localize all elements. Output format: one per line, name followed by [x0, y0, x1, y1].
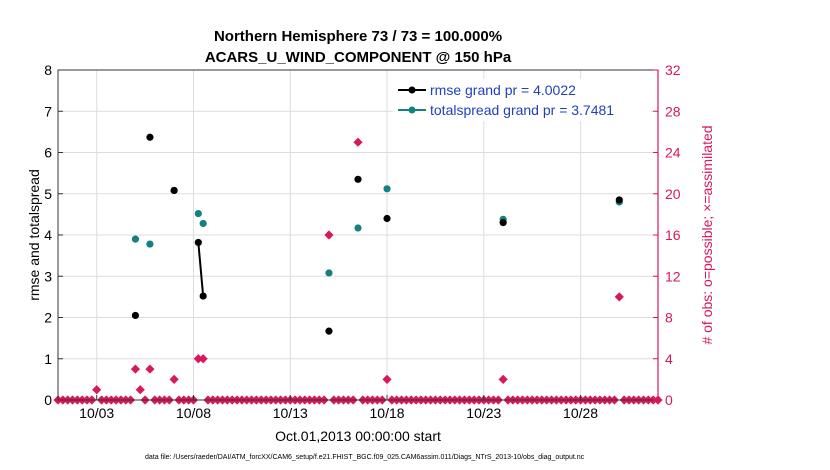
- y-left-tick-label: 3: [44, 268, 52, 284]
- y-left-tick-label: 4: [44, 227, 52, 243]
- rmse-point: [170, 186, 178, 195]
- obs-count-marker: [353, 137, 363, 147]
- totalspread-point: [131, 235, 140, 243]
- legend-spread-marker: [408, 106, 416, 114]
- obs-count-marker: [92, 385, 102, 395]
- legend: rmse grand pr = 4.0022 totalspread grand…: [393, 79, 651, 121]
- y-left-tick-label: 1: [44, 351, 52, 367]
- obs-count-marker: [169, 374, 179, 384]
- y-right-tick-label: 24: [665, 145, 681, 161]
- legend-rmse-label: rmse grand pr = 4.0022: [430, 82, 576, 98]
- y-right-tick-label: 12: [665, 268, 681, 284]
- y-right-tick-label: 4: [665, 351, 673, 367]
- data-file-footnote: data file: /Users/raeder/DAI/ATM_forcXX/…: [145, 454, 585, 461]
- y-right-tick-label: 32: [665, 62, 681, 78]
- x-tick-label: 10/23: [466, 405, 501, 421]
- y-left-tick-label: 5: [44, 186, 52, 202]
- rmse-point: [354, 175, 362, 183]
- totalspread-point: [383, 185, 391, 193]
- y-left-tick-label: 2: [44, 310, 52, 326]
- obs-count-marker: [614, 292, 624, 302]
- x-tick-label: 10/18: [370, 405, 405, 421]
- legend-rmse-marker: [408, 86, 416, 94]
- y-right-tick-label: 28: [665, 103, 681, 119]
- gridlines: [58, 70, 658, 400]
- legend-spread-label: totalspread grand pr = 3.7481: [430, 102, 614, 118]
- y-right-tick-label: 0: [665, 392, 673, 408]
- rmse-line-segment: [197, 242, 205, 297]
- chart-title-line-2: ACARS_U_WIND_COMPONENT @ 150 hPa: [205, 49, 512, 66]
- obs-count-marker: [135, 385, 145, 395]
- rmse-point: [325, 327, 333, 335]
- totalspread-point: [146, 240, 154, 248]
- obs-count-marker: [382, 374, 392, 384]
- x-tick-label: 10/28: [563, 405, 598, 421]
- rmse-point: [131, 311, 140, 320]
- x-tick-label: 10/03: [79, 405, 114, 421]
- rmse-point: [194, 238, 202, 247]
- rmse-point: [383, 214, 391, 223]
- y-left-tick-label: 7: [44, 103, 52, 119]
- rmse-point: [199, 292, 207, 300]
- obs-count-marker: [324, 230, 334, 240]
- y-right-tick-label: 20: [665, 186, 681, 202]
- obs-count-marker: [145, 364, 155, 374]
- rmse-point: [146, 133, 154, 141]
- y-right-tick-label: 8: [665, 310, 673, 326]
- y-right-tick-label: 16: [665, 227, 681, 243]
- obs-count-marker: [130, 364, 141, 374]
- obs-count-marker: [198, 354, 208, 364]
- axis-ticks: 10/03 10/08 10/13 10/18 10/23 10/280123456780…: [44, 62, 681, 421]
- totalspread-point: [354, 224, 362, 232]
- y-axis-label-left: rmse and totalspread: [26, 169, 42, 301]
- x-tick-label: 10/13: [273, 405, 308, 421]
- legend-box: [393, 79, 651, 121]
- chart-title-line-1: Northern Hemisphere 73 / 73 = 100.000%: [214, 28, 502, 45]
- obs-count-marker: [498, 374, 508, 384]
- obs-count-marker: [193, 354, 203, 364]
- x-axis-label: Oct.01,2013 00:00:00 start: [275, 428, 441, 444]
- totalspread-point: [325, 269, 333, 277]
- y-left-tick-label: 6: [44, 145, 52, 161]
- y-axis-label-right: # of obs: o=possible; ×=assimilated: [699, 125, 715, 344]
- y-left-tick-label: 8: [44, 62, 52, 78]
- rmse-point: [499, 219, 507, 227]
- totalspread-point: [199, 219, 207, 228]
- rmse-point: [615, 196, 623, 204]
- totalspread-point: [194, 209, 202, 218]
- x-tick-label: 10/08: [176, 405, 211, 421]
- y-left-tick-label: 0: [44, 392, 52, 408]
